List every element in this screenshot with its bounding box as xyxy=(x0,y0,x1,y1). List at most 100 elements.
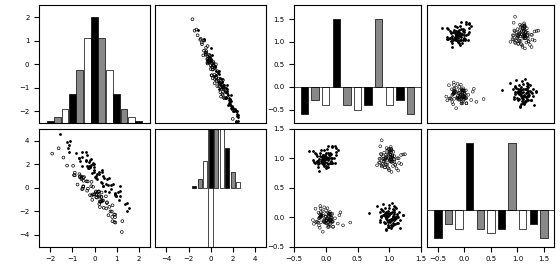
Point xyxy=(320,160,329,164)
Point xyxy=(455,95,464,99)
Point xyxy=(326,221,335,225)
Point xyxy=(526,33,535,37)
Point xyxy=(206,45,215,50)
Point xyxy=(316,220,325,224)
Point xyxy=(91,190,100,195)
Point xyxy=(448,100,457,104)
Point xyxy=(312,159,321,164)
Point xyxy=(459,86,468,90)
Point xyxy=(522,97,531,101)
Point xyxy=(461,38,470,42)
Point xyxy=(214,72,223,76)
Point xyxy=(83,189,92,193)
Point xyxy=(513,90,522,94)
Point xyxy=(450,35,459,39)
Point xyxy=(511,84,520,89)
Point xyxy=(381,162,390,167)
Point xyxy=(379,154,388,158)
Point xyxy=(108,215,116,219)
Point xyxy=(115,189,124,194)
Point xyxy=(82,153,91,158)
Point xyxy=(71,170,80,175)
Point xyxy=(521,91,530,96)
Point xyxy=(461,95,470,100)
Point xyxy=(388,159,397,164)
Point xyxy=(222,91,231,95)
Point xyxy=(381,206,390,211)
Point xyxy=(81,158,90,162)
Point xyxy=(94,190,102,194)
Point xyxy=(385,152,394,156)
Point xyxy=(85,165,94,169)
Point xyxy=(106,187,115,191)
Point xyxy=(519,95,528,99)
Point xyxy=(188,17,197,21)
Point xyxy=(385,206,394,210)
Point xyxy=(447,41,456,45)
Point xyxy=(80,175,88,179)
Point xyxy=(125,206,134,210)
Point xyxy=(522,87,531,91)
Bar xyxy=(120,109,127,123)
Point xyxy=(509,96,518,101)
Point xyxy=(309,149,318,153)
Point xyxy=(462,101,471,105)
Bar xyxy=(354,87,361,110)
Point xyxy=(386,157,395,161)
Point xyxy=(516,39,525,43)
Point xyxy=(438,26,447,30)
Point xyxy=(208,53,217,58)
Point xyxy=(375,156,384,161)
Point xyxy=(317,213,326,217)
Point xyxy=(528,86,537,91)
Point xyxy=(455,31,464,36)
Point xyxy=(94,193,103,197)
Point xyxy=(461,96,470,100)
Point xyxy=(232,119,241,123)
Bar xyxy=(455,210,463,229)
Point xyxy=(514,83,523,87)
Point xyxy=(519,96,528,101)
Point xyxy=(393,221,402,225)
Point xyxy=(332,149,340,154)
Point xyxy=(228,117,237,121)
Point xyxy=(459,99,468,103)
Point xyxy=(325,153,334,157)
Point xyxy=(210,73,219,77)
Point xyxy=(104,176,113,181)
Point xyxy=(323,156,332,161)
Point xyxy=(394,168,403,173)
Point xyxy=(228,109,237,113)
Point xyxy=(202,51,211,55)
Point xyxy=(323,156,332,161)
Point xyxy=(63,146,72,150)
Point xyxy=(529,94,538,99)
Point xyxy=(389,214,398,218)
Point xyxy=(318,153,327,157)
Point xyxy=(457,41,466,45)
Bar xyxy=(407,87,414,114)
Point xyxy=(458,29,467,33)
Point xyxy=(389,222,398,227)
Point xyxy=(464,38,473,42)
Bar xyxy=(113,94,120,123)
Point xyxy=(100,176,109,181)
Point xyxy=(381,155,390,160)
Point xyxy=(81,159,90,164)
Point xyxy=(206,67,215,71)
Point xyxy=(449,92,458,96)
Point xyxy=(380,159,389,163)
Point xyxy=(205,53,214,57)
Point xyxy=(95,170,104,174)
Point xyxy=(212,77,221,82)
Point xyxy=(381,213,390,218)
Point xyxy=(323,218,332,222)
Point xyxy=(455,85,464,89)
Point xyxy=(390,154,399,158)
Point xyxy=(385,149,394,154)
Point xyxy=(381,212,390,217)
Point xyxy=(375,210,384,215)
Point xyxy=(217,77,226,81)
Point xyxy=(388,148,396,153)
Point xyxy=(90,192,99,196)
